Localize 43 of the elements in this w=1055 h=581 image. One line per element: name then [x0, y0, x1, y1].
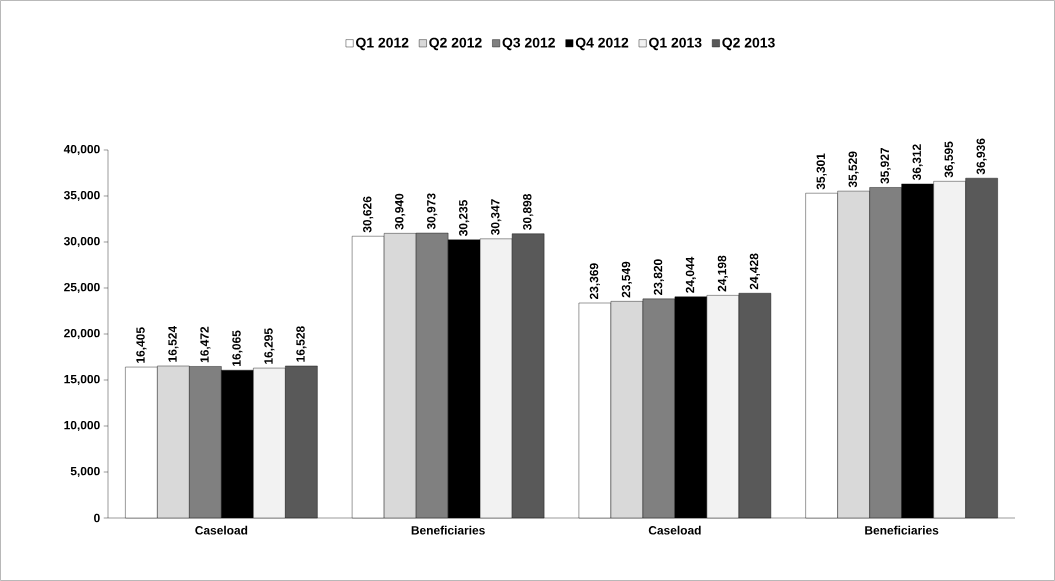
data-label: 35,927 — [880, 147, 891, 184]
legend-label: Q1 2012 — [356, 37, 409, 51]
y-tick-label: 35,000 — [63, 190, 100, 202]
data-label: 35,529 — [848, 151, 859, 188]
data-label: 24,198 — [717, 255, 728, 292]
y-tick-label: 20,000 — [64, 328, 100, 340]
data-label: 36,936 — [976, 138, 987, 175]
y-tick-label: 10,000 — [64, 420, 100, 432]
legend-label: Q1 2013 — [649, 37, 702, 51]
y-tick-label: 5,000 — [70, 466, 100, 478]
data-label: 30,940 — [395, 193, 406, 230]
data-label: 35,301 — [816, 153, 827, 190]
data-label: 16,472 — [200, 326, 211, 363]
y-tick-label: 0 — [94, 513, 100, 523]
data-label: 24,428 — [749, 253, 760, 290]
x-tick-label: Beneficiaries — [865, 525, 939, 535]
y-tick-label: 15,000 — [64, 374, 100, 386]
data-label: 24,044 — [685, 256, 696, 293]
data-label: 16,405 — [136, 327, 147, 363]
y-tick-label: 40,000 — [63, 144, 100, 156]
y-tick-label: 30,000 — [63, 236, 100, 248]
data-label: 16,528 — [296, 326, 307, 362]
data-label: 36,312 — [912, 144, 923, 181]
data-label: 30,626 — [363, 196, 374, 233]
x-tick-label: Caseload — [648, 525, 701, 535]
data-label: 23,820 — [653, 259, 664, 295]
legend-label: Q3 2012 — [502, 37, 555, 51]
data-label: 23,369 — [589, 263, 600, 300]
legend-label: Q4 2012 — [575, 37, 629, 51]
data-label: 16,065 — [232, 330, 243, 366]
x-tick-label: Beneficiaries — [411, 525, 485, 535]
data-label: 30,973 — [427, 193, 438, 230]
data-label: 30,235 — [459, 200, 470, 237]
data-label: 30,347 — [491, 199, 502, 235]
y-tick-label: 25,000 — [64, 282, 100, 294]
x-tick-label: Caseload — [195, 525, 248, 535]
legend-label: Q2 2012 — [429, 37, 482, 51]
data-label: 23,549 — [621, 261, 632, 298]
data-label: 16,524 — [168, 325, 179, 362]
data-label: 36,595 — [944, 141, 955, 178]
data-label: 30,898 — [523, 194, 534, 230]
legend-label: Q2 2013 — [722, 37, 775, 51]
data-label: 16,295 — [264, 328, 275, 364]
